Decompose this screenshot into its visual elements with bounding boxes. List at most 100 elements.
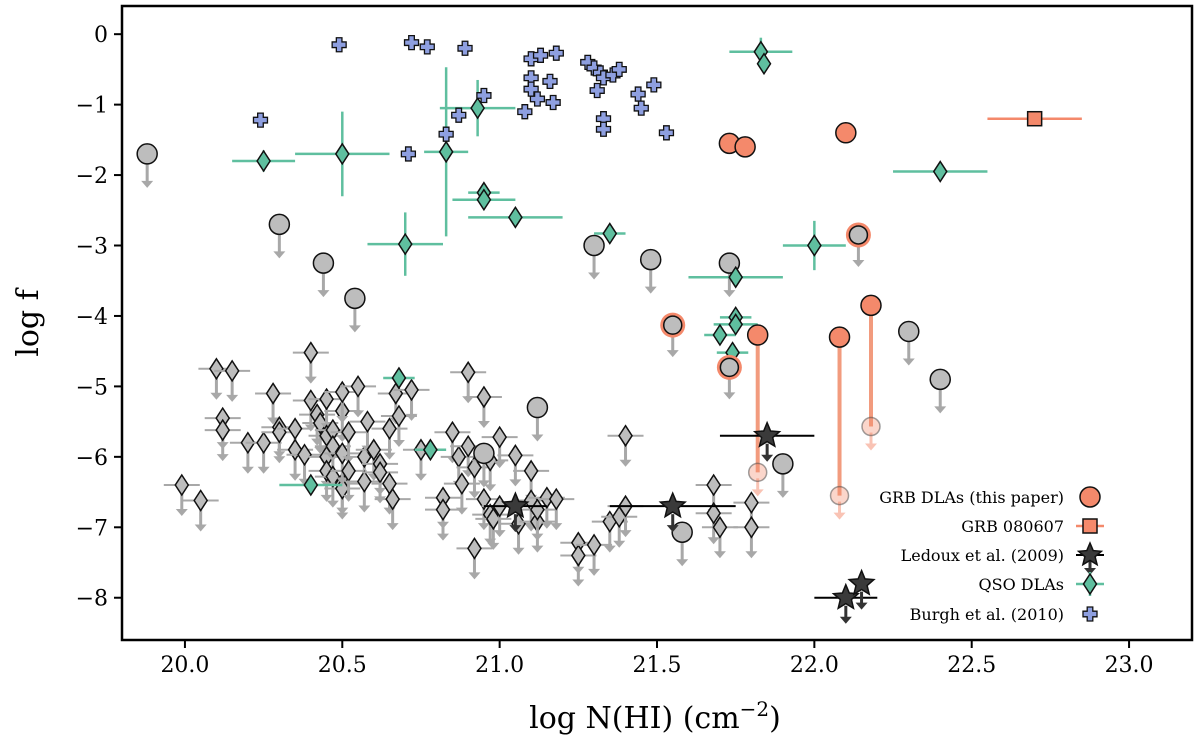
qso-limit-point xyxy=(460,434,476,458)
qso-limit-point xyxy=(570,544,586,567)
grb-faded-point xyxy=(829,485,850,506)
ledoux-point xyxy=(847,568,876,596)
grb-limit-arrow-head xyxy=(588,272,601,280)
qso-limit-arrow xyxy=(613,525,626,548)
qso-limit-point xyxy=(174,473,190,497)
qso-limit-arrow-head xyxy=(468,572,481,580)
x-axis-title: log N(HI) (cm−2) xyxy=(529,697,781,736)
qso-limit-point xyxy=(467,537,482,560)
qso-point xyxy=(391,366,407,390)
grb-limit-arrow xyxy=(776,473,789,498)
qso-limit-point xyxy=(467,456,482,479)
qso-limit-point xyxy=(356,445,372,469)
burgh-point xyxy=(532,47,549,63)
burgh-point xyxy=(419,39,435,55)
qso-limit-arrow-head xyxy=(352,410,365,418)
grb-limit-point xyxy=(526,396,549,419)
qso-limit-point xyxy=(507,444,523,467)
qso-point xyxy=(728,265,744,289)
grb-faded-arrow xyxy=(833,501,846,520)
qso-limit-arrow-head xyxy=(336,477,349,485)
qso-limit-arrow-head xyxy=(383,452,396,460)
grb-faded-arrow-head xyxy=(833,512,846,520)
data-point-layer xyxy=(252,34,1043,624)
qso-limit-arrow-head xyxy=(477,523,490,531)
grb-limit-arrow-head xyxy=(477,480,490,488)
qso-limit-arrow xyxy=(216,439,229,462)
qso-limit-arrow xyxy=(304,361,317,384)
qso-limit-arrow-head xyxy=(484,484,497,492)
qso-limit-arrow-head xyxy=(487,542,500,550)
qso-limit-arrow-head xyxy=(304,424,317,432)
qso-limit-point xyxy=(445,420,460,444)
burgh-point xyxy=(542,73,558,90)
qso-limit-point xyxy=(485,507,501,531)
qso-limit-arrow-head xyxy=(273,456,286,464)
grb-limit-point xyxy=(639,248,662,271)
qso-limit-point xyxy=(454,472,470,495)
qso-limit-arrow xyxy=(619,515,632,538)
qso-limit-arrow xyxy=(745,536,758,559)
qso-limit-arrow-head xyxy=(509,479,522,487)
qso-limit-arrow xyxy=(512,532,525,555)
x-tick-label: 22.0 xyxy=(790,653,839,678)
x-tick-label: 20.5 xyxy=(318,653,367,678)
qso-limit-arrow-head xyxy=(386,523,399,531)
qso-limit-point xyxy=(586,533,602,557)
qso-limit-arrow-head xyxy=(194,524,207,532)
grb-point xyxy=(828,326,851,348)
grb-limit-point xyxy=(671,521,693,543)
qso-limit-arrow-head xyxy=(619,530,632,538)
qso-limit-point xyxy=(539,486,555,510)
qso-limit-arrow-head xyxy=(713,551,726,559)
ledoux-arrow-head xyxy=(839,616,852,624)
qso-point xyxy=(397,232,413,256)
qso-limit-arrow-head xyxy=(603,545,616,553)
qso-point xyxy=(602,222,618,245)
qso-limit-arrow-head xyxy=(613,540,626,548)
grb-point xyxy=(860,294,882,317)
legend-label: GRB 080607 xyxy=(961,517,1064,536)
grb-limit-arrow-head xyxy=(644,286,657,294)
qso-limit-arrow xyxy=(336,497,349,520)
legend: GRB DLAs (this paper) GRB 080607 Ledoux et… xyxy=(879,486,1104,624)
ledoux-arrow xyxy=(509,514,522,533)
ledoux-point xyxy=(658,491,687,519)
qso-limit-arrow-head xyxy=(241,466,254,474)
qso-limit-arrow xyxy=(405,398,418,421)
grb-limit-arrow xyxy=(531,417,544,442)
burgh-point xyxy=(611,61,627,78)
ledoux-arrow-head xyxy=(509,525,522,533)
ledoux-arrow-head xyxy=(761,454,774,462)
grb-limit-arrow xyxy=(477,463,490,488)
y-tick-label: 0 xyxy=(94,23,108,48)
grb-limit-arrow-head xyxy=(776,490,789,498)
qso-limit-arrow-head xyxy=(493,461,506,469)
qso-limit-point xyxy=(297,443,312,467)
qso-limit-arrow xyxy=(540,506,553,529)
ledoux-arrow-head xyxy=(855,602,868,610)
legend-arrow-ledoux xyxy=(1084,561,1096,575)
ledoux-arrow xyxy=(855,591,868,610)
qso-limit-arrow-head xyxy=(289,473,302,481)
qso-limit-arrow xyxy=(352,395,365,418)
qso-limit-point xyxy=(193,489,209,512)
grb-ringed-point xyxy=(719,357,740,378)
qso-limit-arrow xyxy=(531,518,544,541)
qso-limit-arrow xyxy=(477,405,490,428)
grb-faded-point xyxy=(747,462,768,483)
qso-limit-arrow-head xyxy=(257,466,270,474)
grb-ringed-point xyxy=(848,225,869,245)
qso-point xyxy=(507,205,523,229)
qso-limit-arrow-head xyxy=(512,547,525,555)
qso-point xyxy=(806,234,822,257)
qso-limit-arrow-head xyxy=(414,473,427,481)
qso-limit-point xyxy=(256,431,272,455)
qso-limit-point xyxy=(548,487,564,511)
qso-limit-point xyxy=(391,404,407,428)
qso-limit-point xyxy=(618,424,633,448)
qso-limit-point xyxy=(319,387,334,411)
qso-limit-point xyxy=(744,491,759,515)
grb-ringed-point xyxy=(662,315,683,335)
